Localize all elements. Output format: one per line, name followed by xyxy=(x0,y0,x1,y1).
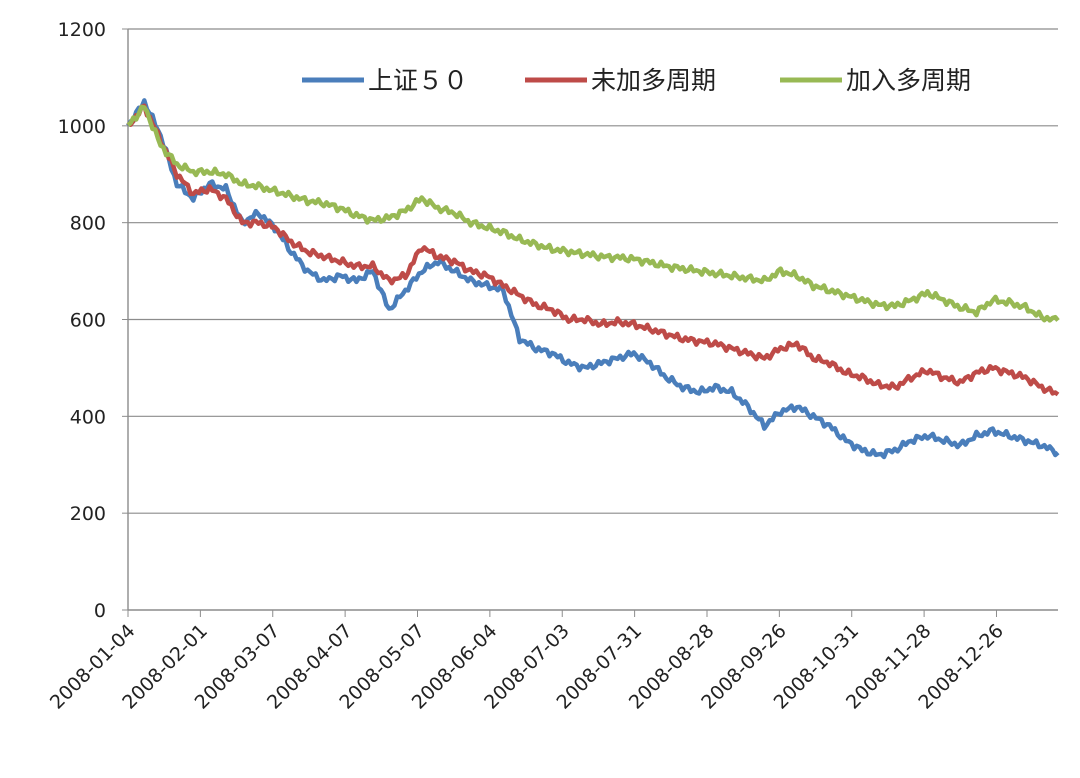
grid xyxy=(128,28,1058,514)
y-tick-label: 1000 xyxy=(58,116,106,138)
legend: 上证５０ 未加多周期 加入多周期 xyxy=(302,66,971,95)
y-tick-label: 0 xyxy=(94,600,106,622)
series-line-0 xyxy=(126,98,1060,460)
y-tick-label: 200 xyxy=(70,503,106,525)
legend-label-1: 未加多周期 xyxy=(591,66,716,95)
y-tick-label: 1200 xyxy=(58,19,106,41)
y-tick-label: 400 xyxy=(70,406,106,428)
y-tick-label: 800 xyxy=(70,213,106,235)
y-tick-label: 600 xyxy=(70,310,106,332)
legend-label-2: 加入多周期 xyxy=(846,66,971,95)
series-layer xyxy=(126,98,1060,460)
series-line-1 xyxy=(126,103,1060,397)
series-line-2 xyxy=(126,104,1060,323)
legend-label-0: 上证５０ xyxy=(368,66,468,95)
